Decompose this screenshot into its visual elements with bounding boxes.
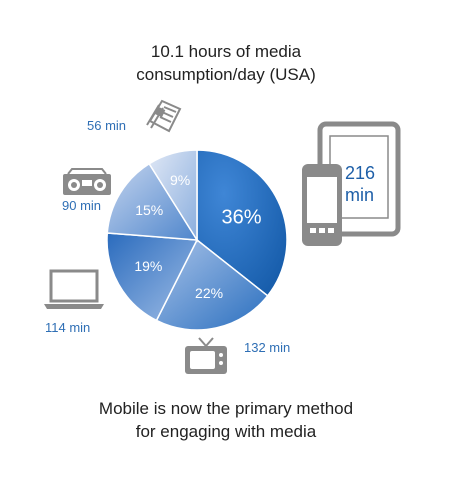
chart-title: 10.1 hours of media consumption/day (USA… bbox=[0, 40, 452, 86]
slice-mobile bbox=[196, 149, 288, 297]
slice-newspaper-label: 9% bbox=[170, 172, 190, 188]
laptop-minutes: 114 min bbox=[45, 320, 91, 335]
chart-title-line-2: consumption/day (USA) bbox=[136, 65, 316, 84]
chart-title-line-1: 10.1 hours of media bbox=[150, 42, 302, 61]
mobile-minutes-value: 216 bbox=[345, 163, 376, 183]
mobile-minutes: 216 min bbox=[345, 162, 375, 206]
mobile-minutes-unit: min bbox=[345, 185, 375, 205]
slice-laptop-label: 19% bbox=[134, 258, 162, 274]
tv-minutes: 132 min bbox=[244, 340, 291, 355]
slice-mobile-label: 36% bbox=[222, 207, 262, 229]
slice-laptop bbox=[106, 232, 199, 322]
newspaper-minutes: 56 min bbox=[87, 118, 127, 133]
radio-icon bbox=[63, 168, 111, 195]
mobile-tablet-icon bbox=[302, 121, 401, 246]
slice-radio bbox=[106, 162, 199, 241]
slice-newspaper bbox=[148, 149, 198, 243]
footer-caption: Mobile is now the primary method for eng… bbox=[0, 397, 452, 443]
footer-line-1: Mobile is now the primary method bbox=[98, 399, 354, 418]
laptop-icon bbox=[44, 269, 104, 309]
newspaper-icon bbox=[146, 99, 182, 133]
radio-minutes: 90 min bbox=[62, 198, 102, 213]
slice-tv-label: 22% bbox=[195, 285, 223, 301]
slice-tv bbox=[155, 238, 269, 331]
slice-radio-label: 15% bbox=[135, 202, 163, 218]
footer-line-2: for engaging with media bbox=[135, 422, 317, 441]
tv-icon bbox=[185, 337, 227, 374]
